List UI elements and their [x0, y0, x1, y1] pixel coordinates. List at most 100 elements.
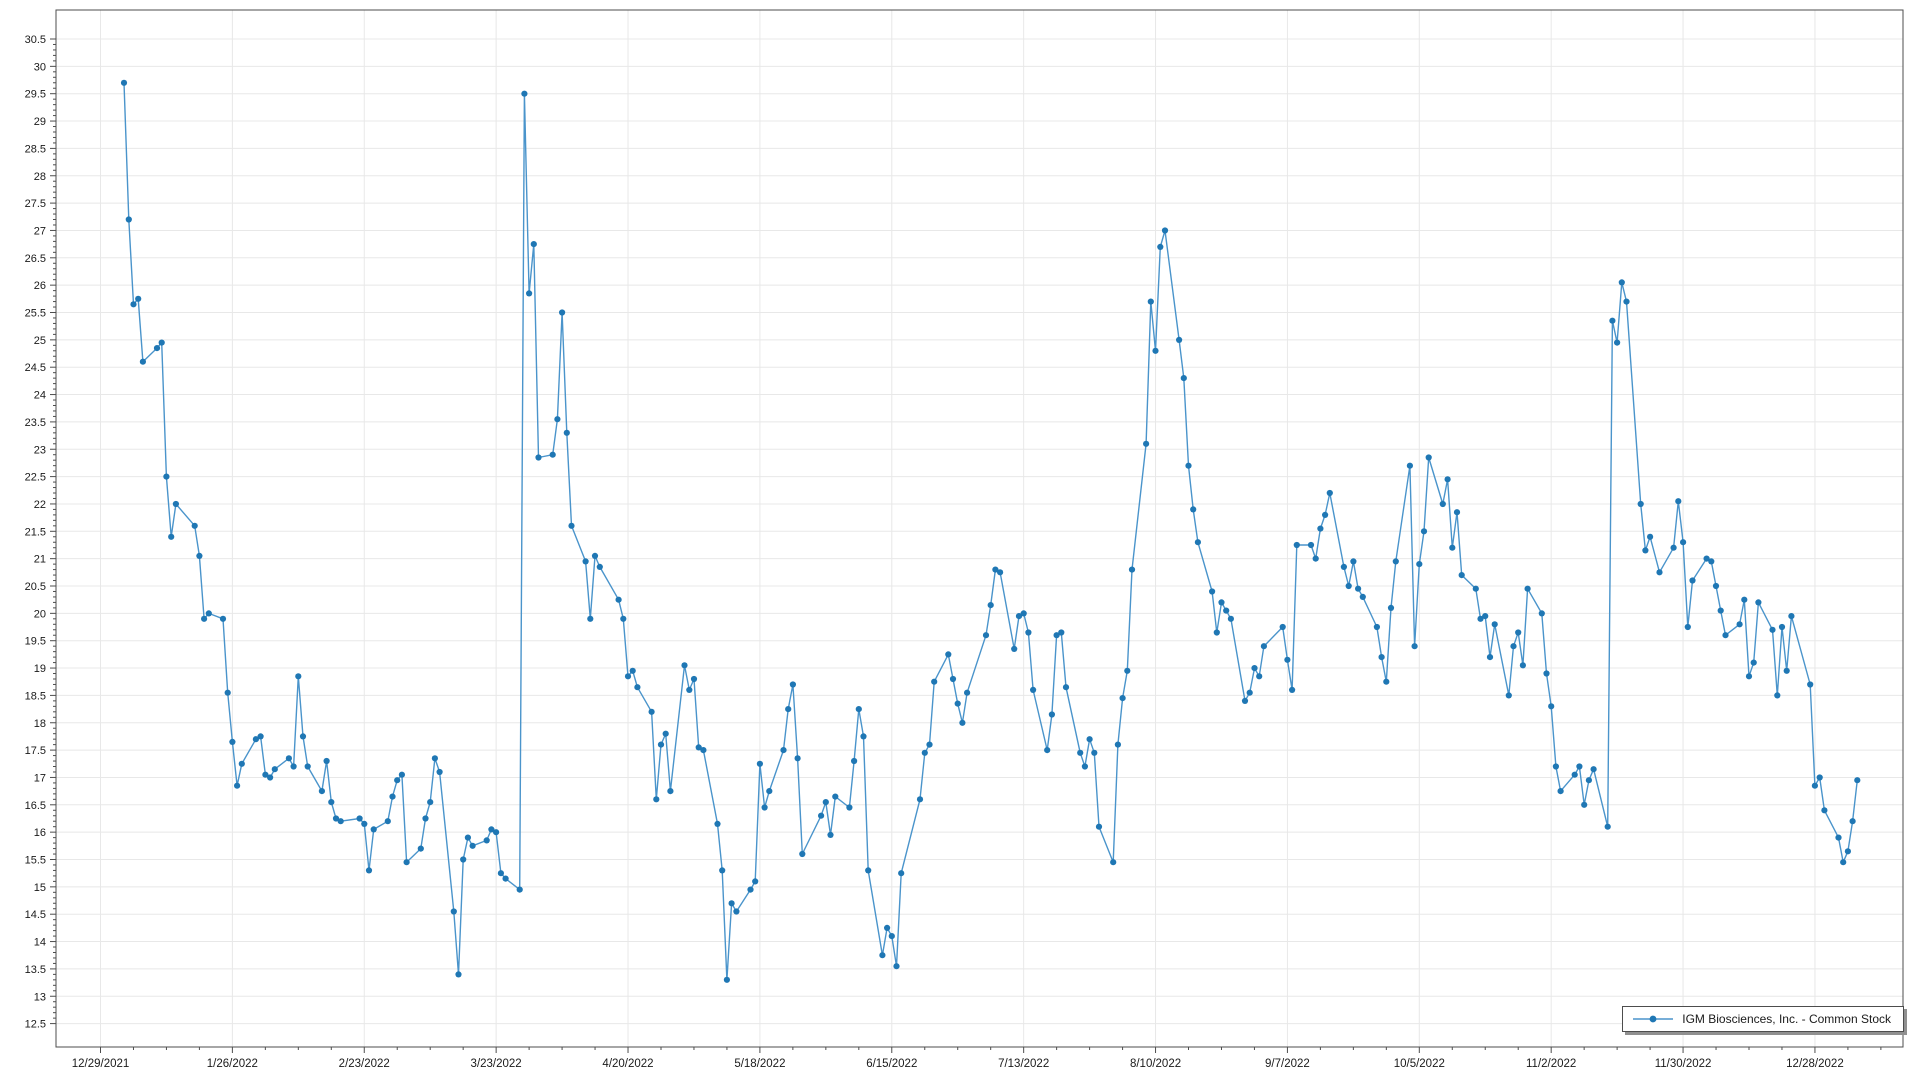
price-point	[1025, 629, 1032, 636]
price-point	[224, 689, 231, 696]
price-point	[1604, 823, 1611, 830]
price-point	[1110, 859, 1117, 866]
price-point	[1143, 440, 1150, 447]
price-point	[370, 826, 377, 833]
price-point	[620, 615, 627, 622]
price-point	[1044, 747, 1051, 754]
x-tick-label: 11/2/2022	[1526, 1058, 1576, 1070]
price-point	[1355, 585, 1362, 592]
y-tick-label: 16.5	[25, 800, 46, 812]
price-point	[1548, 703, 1555, 710]
x-tick-label: 8/10/2022	[1130, 1058, 1181, 1070]
price-point	[1114, 741, 1121, 748]
price-point	[1020, 610, 1027, 617]
price-point	[1317, 525, 1324, 532]
price-point	[1708, 558, 1715, 565]
price-point	[1491, 621, 1498, 628]
price-point	[1543, 670, 1550, 677]
price-point	[1411, 643, 1418, 650]
y-tick-label: 25	[34, 335, 46, 347]
y-tick-label: 25.5	[25, 308, 46, 320]
price-point	[559, 309, 566, 316]
price-point	[747, 886, 754, 893]
price-point	[1750, 659, 1757, 666]
price-point	[1157, 243, 1164, 250]
price-point	[488, 826, 495, 833]
price-point	[596, 563, 603, 571]
price-point	[1755, 599, 1762, 606]
price-point	[987, 602, 994, 609]
price-point	[1576, 763, 1583, 770]
price-point	[1053, 632, 1060, 639]
y-tick-label: 13	[34, 991, 46, 1003]
price-point	[464, 834, 471, 841]
price-point	[1180, 375, 1187, 382]
price-point	[723, 976, 731, 983]
y-tick-label: 18.5	[25, 690, 46, 702]
price-point	[719, 867, 726, 874]
price-point	[1816, 774, 1823, 781]
price-point	[898, 870, 905, 877]
y-tick-label: 15	[34, 882, 46, 894]
y-tick-label: 29	[34, 116, 46, 128]
price-point	[884, 924, 891, 932]
price-point	[356, 815, 363, 822]
x-tick-label: 12/29/2021	[72, 1058, 130, 1070]
price-point	[361, 820, 368, 828]
price-point	[271, 766, 278, 773]
price-point	[535, 454, 542, 461]
price-point	[1581, 801, 1588, 808]
price-point	[1741, 596, 1748, 603]
price-point	[667, 788, 674, 795]
price-point	[794, 755, 801, 762]
price-point	[394, 777, 401, 784]
price-point	[959, 719, 966, 726]
price-point	[1293, 541, 1300, 549]
price-point	[1420, 528, 1428, 535]
y-tick-label: 24	[34, 390, 46, 402]
price-point	[582, 558, 589, 565]
price-point	[168, 533, 175, 540]
y-tick-label: 12.5	[25, 1019, 46, 1031]
price-point	[1684, 623, 1691, 631]
y-tick-label: 17	[34, 772, 46, 784]
price-point	[982, 632, 990, 639]
price-point	[238, 760, 245, 767]
price-point	[1190, 506, 1197, 513]
price-point	[926, 741, 933, 748]
y-tick-label: 15.5	[25, 855, 46, 867]
price-point	[365, 867, 373, 874]
price-point	[1609, 317, 1616, 324]
price-point	[662, 730, 669, 737]
price-point	[1251, 665, 1258, 672]
price-point	[1340, 563, 1347, 571]
price-point	[1482, 613, 1489, 620]
price-point	[624, 673, 632, 680]
price-point	[954, 700, 961, 707]
price-point	[455, 971, 462, 978]
price-point	[648, 708, 655, 715]
price-point	[1058, 629, 1065, 636]
price-point	[997, 569, 1004, 576]
price-point	[196, 552, 203, 560]
price-point	[587, 615, 594, 622]
price-point	[1307, 541, 1315, 549]
price-point	[1256, 673, 1263, 680]
y-tick-label: 27.5	[25, 198, 46, 210]
price-point	[1670, 544, 1677, 551]
price-point	[1854, 777, 1861, 784]
y-tick-label: 28.5	[25, 143, 46, 155]
price-point	[1152, 347, 1159, 354]
price-point	[818, 812, 825, 819]
price-point	[422, 815, 429, 822]
price-point	[549, 451, 556, 458]
price-point	[1322, 511, 1329, 518]
price-point	[1745, 673, 1753, 680]
price-point	[1505, 692, 1512, 699]
price-point	[234, 782, 241, 789]
price-point	[1284, 656, 1291, 663]
price-point	[1783, 667, 1790, 674]
price-point	[1246, 689, 1253, 696]
